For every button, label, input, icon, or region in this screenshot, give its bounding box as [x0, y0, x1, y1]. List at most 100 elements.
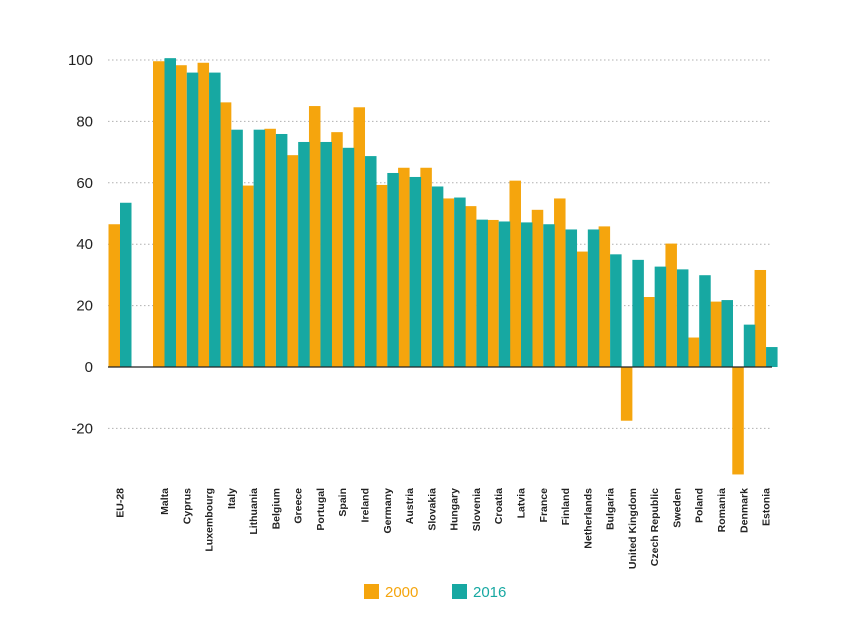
- bar-2000-hungary: [442, 198, 455, 367]
- x-tick-label: Sweden: [671, 488, 683, 528]
- legend-swatch-2016: [452, 584, 467, 599]
- bar-2000-belgium: [264, 128, 276, 367]
- bar-2000-poland: [687, 337, 700, 367]
- x-tick-label: Croatia: [493, 488, 505, 524]
- bars: [108, 58, 778, 475]
- y-tick-label: 20: [76, 298, 93, 315]
- bar-2000-sweden: [665, 243, 677, 367]
- bar-2000-denmark: [732, 367, 744, 475]
- x-tick-label: France: [538, 488, 550, 523]
- bar-2016-united-kingdom: [632, 259, 644, 367]
- legend: 2000 2016: [364, 584, 506, 601]
- y-tick-label: 60: [76, 175, 93, 192]
- bar-2016-spain: [342, 147, 355, 367]
- legend-label-2000: 2000: [385, 584, 418, 601]
- bar-2016-italy: [231, 129, 243, 367]
- bar-2016-malta: [164, 58, 176, 368]
- bar-2016-belgium: [275, 133, 288, 367]
- x-tick-label: Luxembourg: [204, 488, 216, 552]
- bar-2016-netherlands: [587, 229, 600, 367]
- y-tick-label: 0: [85, 359, 93, 376]
- x-tick-label: Italy: [226, 488, 238, 509]
- bar-2016-slovenia: [476, 219, 488, 367]
- x-tick-label: Czech Republic: [649, 488, 661, 566]
- bar-2016-ireland: [365, 156, 377, 367]
- y-tick-label: 80: [76, 113, 93, 130]
- x-tick-label: Latvia: [515, 488, 527, 519]
- bar-2000-finland: [554, 198, 566, 367]
- bar-2016-finland: [565, 229, 578, 367]
- x-tick-label: Lithuania: [248, 488, 260, 535]
- bar-2000-luxembourg: [197, 62, 210, 367]
- x-tick-label: Slovenia: [471, 488, 483, 531]
- x-tick-label: Ireland: [360, 488, 372, 522]
- bar-2000-bulgaria: [598, 226, 611, 367]
- bar-2016-lithuania: [253, 129, 266, 367]
- legend-swatch-2000: [364, 584, 379, 599]
- x-tick-label: Romania: [716, 488, 728, 533]
- bar-2016-croatia: [498, 221, 511, 367]
- x-tick-label: Bulgaria: [605, 488, 617, 530]
- x-tick-label: Slovakia: [426, 488, 438, 531]
- bar-2000-italy: [219, 102, 232, 367]
- bar-2016-cyprus: [186, 72, 199, 367]
- bar-2000-estonia: [754, 269, 767, 367]
- x-axis-tick-labels: EU-28 Malta Cyprus Luxembourg Italy Lithuania…: [115, 488, 773, 569]
- bar-2000-greece: [286, 155, 299, 367]
- y-tick-label: -20: [71, 420, 93, 437]
- x-tick-label: Greece: [293, 488, 305, 524]
- bar-2000-lithuania: [242, 185, 254, 367]
- y-tick-label: 40: [76, 236, 93, 253]
- x-tick-label: Hungary: [449, 488, 461, 531]
- bar-2000-germany: [375, 184, 388, 367]
- bar-2016-hungary: [454, 197, 466, 367]
- x-tick-label: Spain: [337, 488, 349, 517]
- bar-2016-estonia: [766, 347, 778, 367]
- bar-2016-romania: [721, 300, 733, 367]
- bar-2000-united-kingdom: [620, 367, 633, 421]
- bar-2000-spain: [331, 132, 343, 367]
- bar-2000-croatia: [487, 219, 499, 367]
- x-tick-label: Netherlands: [582, 488, 594, 549]
- x-tick-label: Germany: [382, 488, 394, 534]
- bar-2016-latvia: [520, 222, 533, 367]
- x-tick-label: Portugal: [315, 488, 327, 531]
- bar-2016-france: [543, 224, 555, 367]
- bar-2016-poland: [699, 275, 711, 367]
- bar-2000-austria: [398, 167, 410, 367]
- bar-2000-portugal: [308, 106, 321, 368]
- x-tick-label: Cyprus: [181, 488, 193, 524]
- bar-2016-sweden: [676, 269, 689, 367]
- bar-2016-austria: [409, 176, 422, 367]
- bar-2000-slovenia: [464, 206, 477, 367]
- x-tick-label: Poland: [694, 488, 706, 523]
- bar-2000-romania: [710, 301, 722, 367]
- x-tick-label: Estonia: [761, 488, 773, 526]
- bar-2000-netherlands: [576, 251, 588, 367]
- bar-2000-malta: [153, 61, 165, 368]
- bar-2016-germany: [387, 172, 399, 367]
- bar-2000-ireland: [353, 107, 366, 367]
- bar-2000-czech-republic: [643, 297, 655, 367]
- y-axis-tick-labels: 100 80 60 40 20 0 -20: [68, 52, 93, 437]
- x-tick-label: Belgium: [270, 488, 282, 529]
- bar-2000-eu-28: [108, 224, 120, 367]
- x-tick-label: Denmark: [738, 488, 750, 533]
- legend-label-2016: 2016: [473, 584, 506, 601]
- x-tick-label: United Kingdom: [627, 488, 639, 569]
- bar-2016-czech-republic: [654, 266, 667, 367]
- bar-2016-greece: [298, 141, 310, 367]
- bar-2000-latvia: [509, 180, 521, 367]
- bar-2016-denmark: [743, 324, 756, 367]
- bar-2000-slovakia: [420, 167, 432, 367]
- x-tick-label: EU-28: [115, 488, 127, 518]
- bar-2016-portugal: [320, 141, 332, 367]
- y-tick-label: 100: [68, 52, 93, 69]
- x-tick-label: Finland: [560, 488, 572, 525]
- bar-2016-slovakia: [431, 186, 444, 367]
- bar-2000-cyprus: [175, 65, 187, 368]
- bar-2000-france: [531, 209, 544, 367]
- bar-2016-eu-28: [120, 202, 132, 367]
